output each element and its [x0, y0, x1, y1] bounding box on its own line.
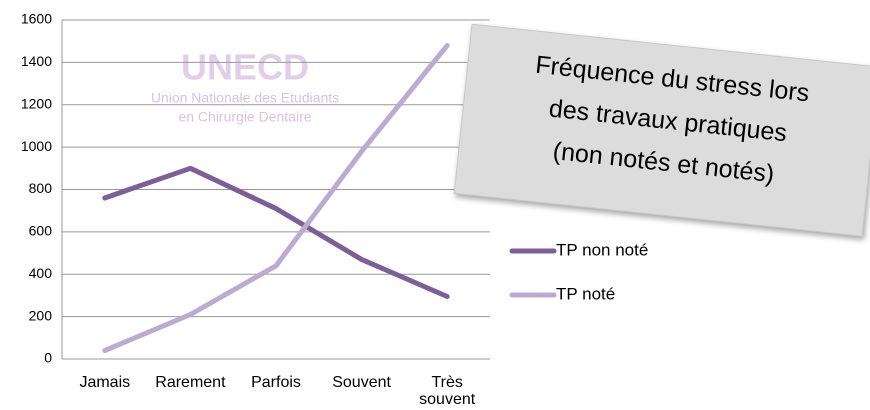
legend-label: TP noté [556, 284, 615, 303]
watermark: UNECD Union Nationale des Etudiants en C… [151, 47, 339, 125]
y-tick-label: 1000 [21, 138, 52, 154]
y-tick-label: 200 [29, 307, 53, 323]
y-tick-label: 1200 [21, 95, 52, 111]
line-series [102, 42, 450, 354]
line-series [102, 165, 450, 299]
x-tick-label: Très souvent [419, 374, 476, 408]
y-tick-label: 1600 [21, 11, 52, 27]
watermark-logo: UNECD [181, 47, 309, 88]
plot: 0 200 400 600 800 1000 1200 1400 1600 TP non noté… [21, 11, 648, 366]
x-tick-label: Jamais [79, 374, 131, 391]
y-tick-label: 600 [29, 223, 53, 239]
watermark-line: en Chirurgie Dentaire [178, 109, 311, 125]
title-box: Fréquence du stress lors des travaux pra… [453, 23, 870, 237]
y-tick-label: 0 [44, 350, 52, 366]
title-background [453, 23, 870, 237]
x-tick-label: Rarement [155, 374, 226, 391]
x-tick-label: Souvent [332, 374, 391, 391]
y-tick-label: 400 [29, 265, 53, 281]
y-tick-label: 800 [29, 180, 53, 196]
watermark-line: Union Nationale des Etudiants [151, 90, 339, 106]
y-tick-label: 1400 [21, 53, 52, 69]
x-tick-label: Parfois [251, 374, 301, 391]
legend-label: TP non noté [556, 240, 648, 259]
